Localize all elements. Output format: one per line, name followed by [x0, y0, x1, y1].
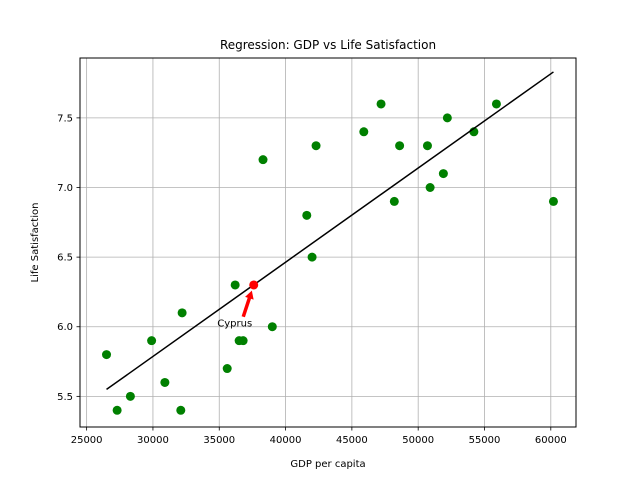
y-tick-label: 6.0: [57, 322, 73, 333]
data-point: [222, 364, 232, 374]
data-point: [307, 252, 317, 262]
data-point: [112, 405, 122, 415]
y-axis-label: Life Satisfaction: [30, 203, 41, 283]
data-point: [160, 377, 170, 387]
data-point: [238, 336, 248, 346]
x-tick-label: 40000: [270, 435, 302, 446]
annotation-arrowhead: [245, 290, 254, 300]
data-point: [548, 196, 558, 206]
x-tick-label: 25000: [71, 435, 103, 446]
data-point: [395, 141, 405, 151]
y-tick-label: 7.5: [57, 113, 73, 124]
data-point: [425, 182, 435, 192]
x-tick-label: 35000: [203, 435, 235, 446]
plot-marks: Cyprus: [102, 71, 558, 415]
data-point: [176, 405, 186, 415]
regression-line: [106, 71, 554, 391]
x-tick-label: 55000: [469, 435, 501, 446]
data-point: [177, 308, 187, 318]
plot-frame: [79, 57, 577, 428]
x-tick-label: 60000: [535, 435, 567, 446]
data-point: [389, 196, 399, 206]
data-point: [230, 280, 240, 290]
x-axis-label: GDP per capita: [290, 459, 365, 470]
data-point: [258, 155, 268, 165]
y-tick-label: 6.5: [57, 253, 73, 264]
data-point: [302, 210, 312, 220]
x-tick-label: 50000: [402, 435, 434, 446]
data-point: [125, 391, 135, 401]
x-tick-label: 30000: [137, 435, 169, 446]
y-tick-label: 5.5: [57, 392, 73, 403]
data-point: [438, 169, 448, 179]
data-point: [376, 99, 386, 109]
chart-title: Regression: GDP vs Life Satisfaction: [220, 38, 436, 52]
data-point: [311, 141, 321, 151]
data-point: [267, 322, 277, 332]
annotation-label: Cyprus: [217, 319, 252, 330]
axis-ticks: 25000 30000 35000 40000 45000 50000 55000 60000…: [57, 113, 567, 446]
data-point: [491, 99, 501, 109]
highlight-point: [249, 280, 259, 290]
x-tick-label: 45000: [336, 435, 368, 446]
data-point: [422, 141, 432, 151]
data-point: [147, 336, 157, 346]
data-point: [442, 113, 452, 123]
data-point: [102, 350, 112, 360]
data-point: [359, 127, 369, 137]
y-tick-label: 7.0: [57, 183, 73, 194]
grid: [80, 58, 576, 427]
